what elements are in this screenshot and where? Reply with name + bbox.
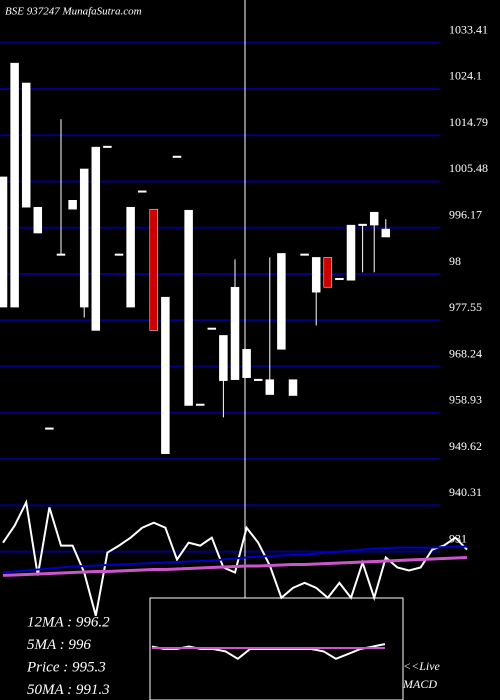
indicator-line [2, 556, 468, 577]
info-line: Price : 995.3 [26, 659, 106, 675]
macd-title: MACD [402, 677, 437, 691]
candle-body [45, 427, 54, 430]
candle-body [56, 253, 66, 256]
candle-body [161, 296, 170, 454]
y-tick-label: 996.17 [449, 207, 482, 221]
candle-body [323, 257, 333, 288]
candle-body [21, 82, 31, 208]
info-line: 12MA : 996.2 [27, 614, 110, 630]
candle-body [184, 209, 193, 406]
y-tick-label: 931 [449, 531, 467, 545]
candle-body [346, 224, 356, 281]
candle-body [103, 145, 112, 148]
candle-body [10, 62, 19, 308]
candle-body [0, 176, 8, 308]
candle-body [149, 208, 159, 331]
y-tick-label: 940.31 [449, 485, 482, 499]
candle-body [68, 200, 77, 210]
y-tick-label: 977.55 [449, 300, 482, 314]
y-tick-label: 1033.41 [449, 22, 488, 36]
macd-note: <<Live [403, 659, 441, 673]
indicator-line [2, 545, 467, 574]
candle-body [207, 327, 217, 330]
candle-body [126, 206, 135, 308]
candle-body [137, 190, 147, 193]
y-tick-label: 949.62 [449, 439, 482, 453]
candle-body [195, 403, 205, 406]
y-tick-label: 1024.1 [449, 69, 482, 83]
candle-body [242, 349, 251, 378]
y-tick-label: 968.24 [449, 346, 482, 360]
candle-body [172, 155, 182, 158]
y-tick-label: 1005.48 [449, 161, 488, 175]
info-line: 5MA : 996 [27, 637, 91, 653]
y-tick-label: 958.93 [449, 393, 482, 407]
candle-body [288, 379, 298, 396]
candle-body [369, 211, 379, 226]
candle-body [265, 379, 275, 395]
chart-title: BSE 937247 MunafaSutra.com [5, 6, 142, 18]
candle-body [253, 378, 263, 381]
candle-body [335, 278, 344, 281]
y-tick-label: 1014.79 [449, 115, 488, 129]
candle-body [381, 228, 391, 238]
candle-body [300, 253, 309, 256]
candle-body [79, 168, 89, 308]
candle-body [311, 257, 321, 293]
y-tick-label: 98 [449, 254, 461, 268]
candle-body [230, 286, 240, 380]
candle-body [91, 146, 101, 331]
candle-body [277, 253, 286, 350]
candle-body [33, 206, 43, 234]
info-line: 50MA : 991.3 [27, 682, 110, 698]
candle-body [358, 223, 367, 226]
candle-body [219, 335, 228, 381]
candle-body [114, 253, 124, 256]
